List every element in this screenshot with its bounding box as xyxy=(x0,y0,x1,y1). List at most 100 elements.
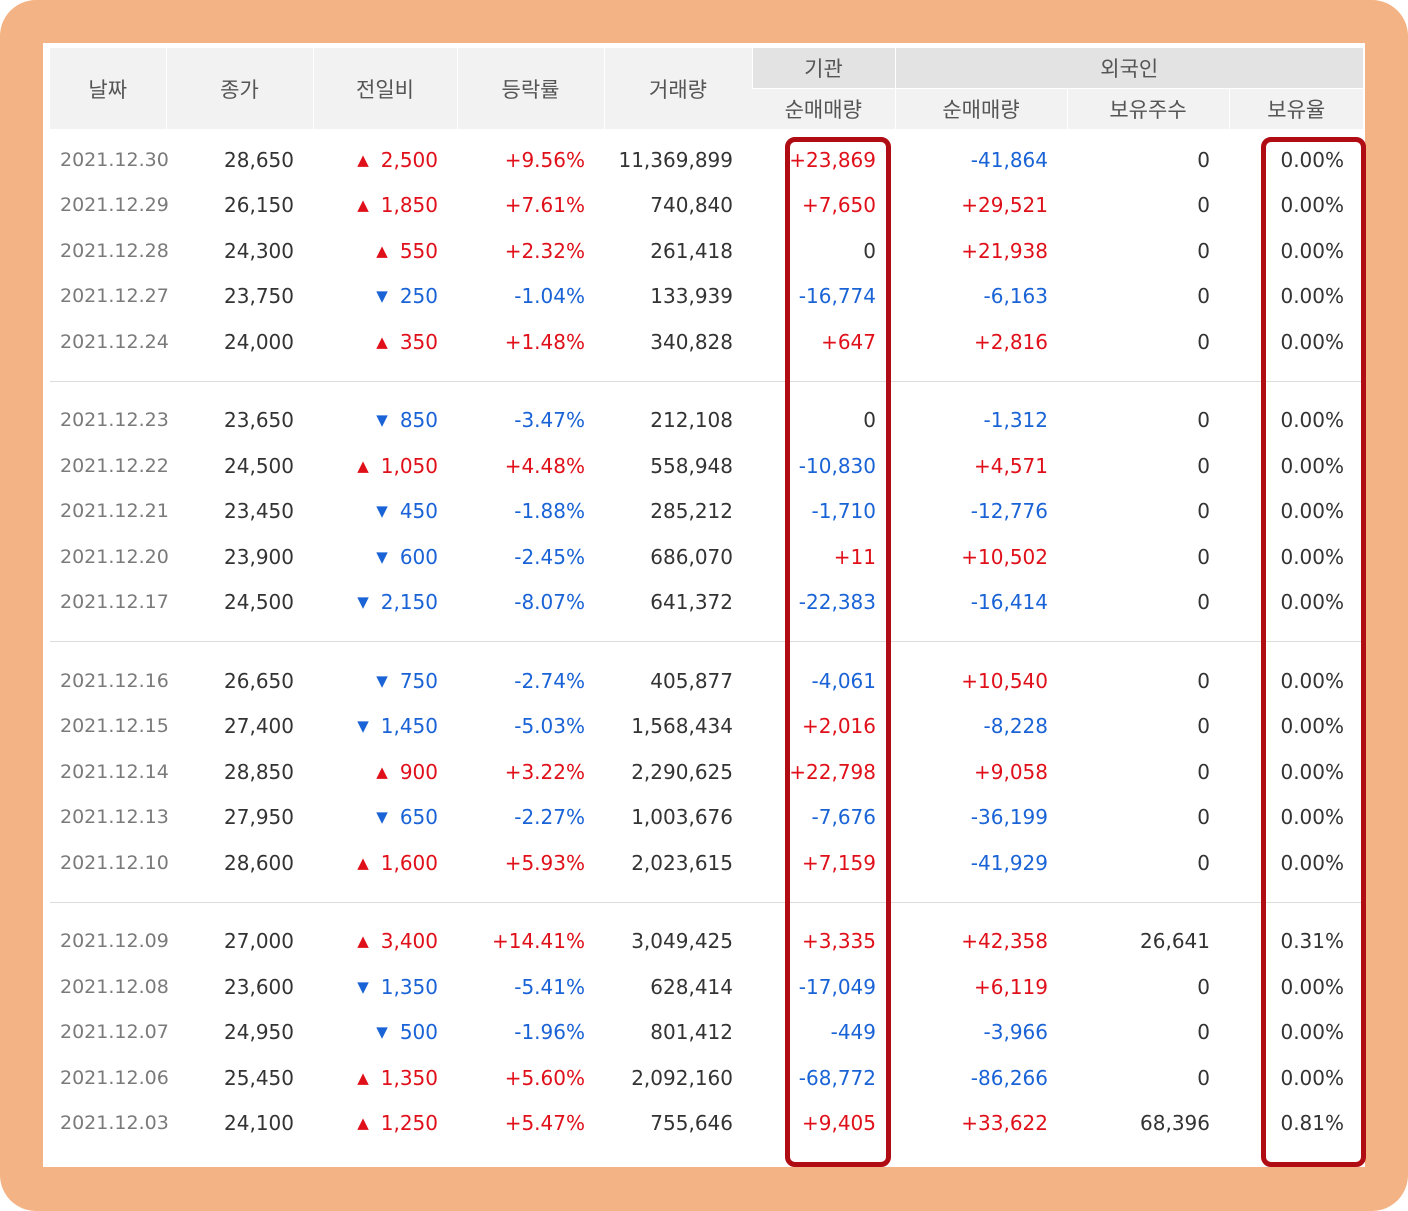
cell-foreign-net: +2,816 xyxy=(973,329,1048,354)
header-foreign-group: 외국인 xyxy=(894,48,1364,89)
table-row: 2021.12.15 27,400 ▼ 1,450 -5.03% 1,568,434 +2,… xyxy=(50,704,1363,750)
cell-change: ▼ 750 xyxy=(313,650,457,704)
cell-foreign-ratio: 0.00% xyxy=(1280,329,1345,354)
header-foreign-ratio: 보유율 xyxy=(1228,88,1364,129)
cell-rate: +5.93% xyxy=(504,850,585,875)
cell-foreign-shares: 0 xyxy=(1197,759,1210,784)
cell-volume: 801,412 xyxy=(650,1020,733,1045)
triangle-down-icon: ▼ xyxy=(376,808,388,827)
cell-rate: -5.41% xyxy=(514,974,585,999)
cell-date: 2021.12.13 xyxy=(60,806,169,829)
table-row: 2021.12.22 24,500 ▲ 1,050 +4.48% 558,948 -10,8… xyxy=(50,443,1363,489)
cell-volume: 2,290,625 xyxy=(631,759,733,784)
cell-rate: +5.60% xyxy=(504,1065,585,1090)
cell-rate: +2.32% xyxy=(504,238,585,263)
cell-close: 28,850 xyxy=(224,759,294,784)
cell-foreign-shares: 0 xyxy=(1197,284,1210,309)
cell-foreign-net: +10,502 xyxy=(961,544,1048,569)
cell-rate: +9.56% xyxy=(504,147,585,172)
cell-foreign-net: +29,521 xyxy=(961,193,1048,218)
cell-change: ▼ 250 xyxy=(313,274,457,320)
cell-foreign-shares: 68,396 xyxy=(1140,1111,1210,1136)
cell-foreign-net: -6,163 xyxy=(983,284,1048,309)
triangle-down-icon: ▼ xyxy=(357,717,369,736)
cell-foreign-net: -36,199 xyxy=(970,805,1048,830)
cell-foreign-shares: 0 xyxy=(1197,668,1210,693)
cell-institution-net: +2,016 xyxy=(801,714,876,739)
change-value: 1,600 xyxy=(380,850,438,875)
cell-foreign-net: -86,266 xyxy=(970,1065,1048,1090)
cell-rate: -1.96% xyxy=(514,1020,585,1045)
change-value: 2,500 xyxy=(380,147,438,172)
cell-institution-net: -449 xyxy=(830,1020,876,1045)
cell-date: 2021.12.16 xyxy=(60,669,169,692)
change-value: 600 xyxy=(399,544,438,569)
table-row: 2021.12.16 26,650 ▼ 750 -2.74% 405,877 -4,061 +… xyxy=(50,650,1363,704)
cell-institution-net: -1,710 xyxy=(811,499,876,524)
cell-foreign-net: +21,938 xyxy=(961,238,1048,263)
cell-foreign-ratio: 0.00% xyxy=(1280,193,1345,218)
cell-rate: -3.47% xyxy=(514,408,585,433)
group-spacer xyxy=(50,381,1363,390)
cell-foreign-shares: 0 xyxy=(1197,147,1210,172)
cell-rate: -2.45% xyxy=(514,544,585,569)
cell-foreign-net: +10,540 xyxy=(961,668,1048,693)
cell-rate: -1.88% xyxy=(514,499,585,524)
cell-change: ▼ 450 xyxy=(313,489,457,535)
table-row: 2021.12.29 26,150 ▲ 1,850 +7.61% 740,840 +7,65… xyxy=(50,183,1363,229)
cell-foreign-net: -41,864 xyxy=(970,147,1048,172)
cell-date: 2021.12.28 xyxy=(60,239,169,262)
table-body: 2021.12.30 28,650 ▲ 2,500 +9.56% 11,369,899 +2… xyxy=(50,129,1364,1146)
cell-foreign-ratio: 0.00% xyxy=(1280,850,1345,875)
cell-close: 24,500 xyxy=(224,453,294,478)
cell-foreign-ratio: 0.00% xyxy=(1280,284,1345,309)
change-value: 1,850 xyxy=(380,193,438,218)
cell-foreign-shares: 0 xyxy=(1197,193,1210,218)
cell-date: 2021.12.30 xyxy=(60,148,169,171)
triangle-down-icon: ▼ xyxy=(357,593,369,612)
cell-foreign-ratio: 0.81% xyxy=(1280,1111,1345,1136)
change-value: 1,050 xyxy=(380,453,438,478)
cell-foreign-shares: 0 xyxy=(1197,805,1210,830)
cell-close: 25,450 xyxy=(224,1065,294,1090)
cell-rate: +5.47% xyxy=(504,1111,585,1136)
cell-change: ▼ 500 xyxy=(313,1010,457,1056)
group-spacer xyxy=(50,642,1363,651)
cell-institution-net: +7,650 xyxy=(801,193,876,218)
triangle-down-icon: ▼ xyxy=(376,502,388,521)
cell-change: ▲ 2,500 xyxy=(313,129,457,183)
cell-date: 2021.12.09 xyxy=(60,930,169,953)
cell-foreign-net: -16,414 xyxy=(970,590,1048,615)
cell-foreign-shares: 0 xyxy=(1197,499,1210,524)
cell-close: 26,650 xyxy=(224,668,294,693)
cell-close: 23,600 xyxy=(224,974,294,999)
table-row: 2021.12.30 28,650 ▲ 2,500 +9.56% 11,369,899 +2… xyxy=(50,129,1363,183)
header-change: 전일비 xyxy=(312,48,457,129)
cell-volume: 740,840 xyxy=(650,193,733,218)
table-row: 2021.12.08 23,600 ▼ 1,350 -5.41% 628,414 -17,0… xyxy=(50,964,1363,1010)
header-foreign-shares: 보유주수 xyxy=(1066,88,1229,129)
cell-volume: 2,023,615 xyxy=(631,850,733,875)
cell-date: 2021.12.24 xyxy=(60,330,169,353)
cell-volume: 3,049,425 xyxy=(631,929,733,954)
cell-change: ▼ 650 xyxy=(313,795,457,841)
change-value: 650 xyxy=(399,805,438,830)
triangle-down-icon: ▼ xyxy=(376,287,388,306)
triangle-down-icon: ▼ xyxy=(376,411,388,430)
table-row: 2021.12.06 25,450 ▲ 1,350 +5.60% 2,092,160 -68… xyxy=(50,1055,1363,1101)
cell-volume: 340,828 xyxy=(650,329,733,354)
triangle-down-icon: ▼ xyxy=(357,977,369,996)
cell-rate: +14.41% xyxy=(491,929,585,954)
cell-date: 2021.12.10 xyxy=(60,851,169,874)
cell-foreign-shares: 0 xyxy=(1197,850,1210,875)
table-row: 2021.12.27 23,750 ▼ 250 -1.04% 133,939 -16,774… xyxy=(50,274,1363,320)
header-institution-group: 기관 xyxy=(751,48,895,89)
cell-change: ▼ 850 xyxy=(313,390,457,444)
cell-institution-net: -7,676 xyxy=(811,805,876,830)
cell-close: 28,600 xyxy=(224,850,294,875)
cell-volume: 405,877 xyxy=(650,668,733,693)
cell-date: 2021.12.21 xyxy=(60,500,169,523)
cell-rate: -2.74% xyxy=(514,668,585,693)
cell-foreign-shares: 0 xyxy=(1197,590,1210,615)
cell-volume: 133,939 xyxy=(650,284,733,309)
